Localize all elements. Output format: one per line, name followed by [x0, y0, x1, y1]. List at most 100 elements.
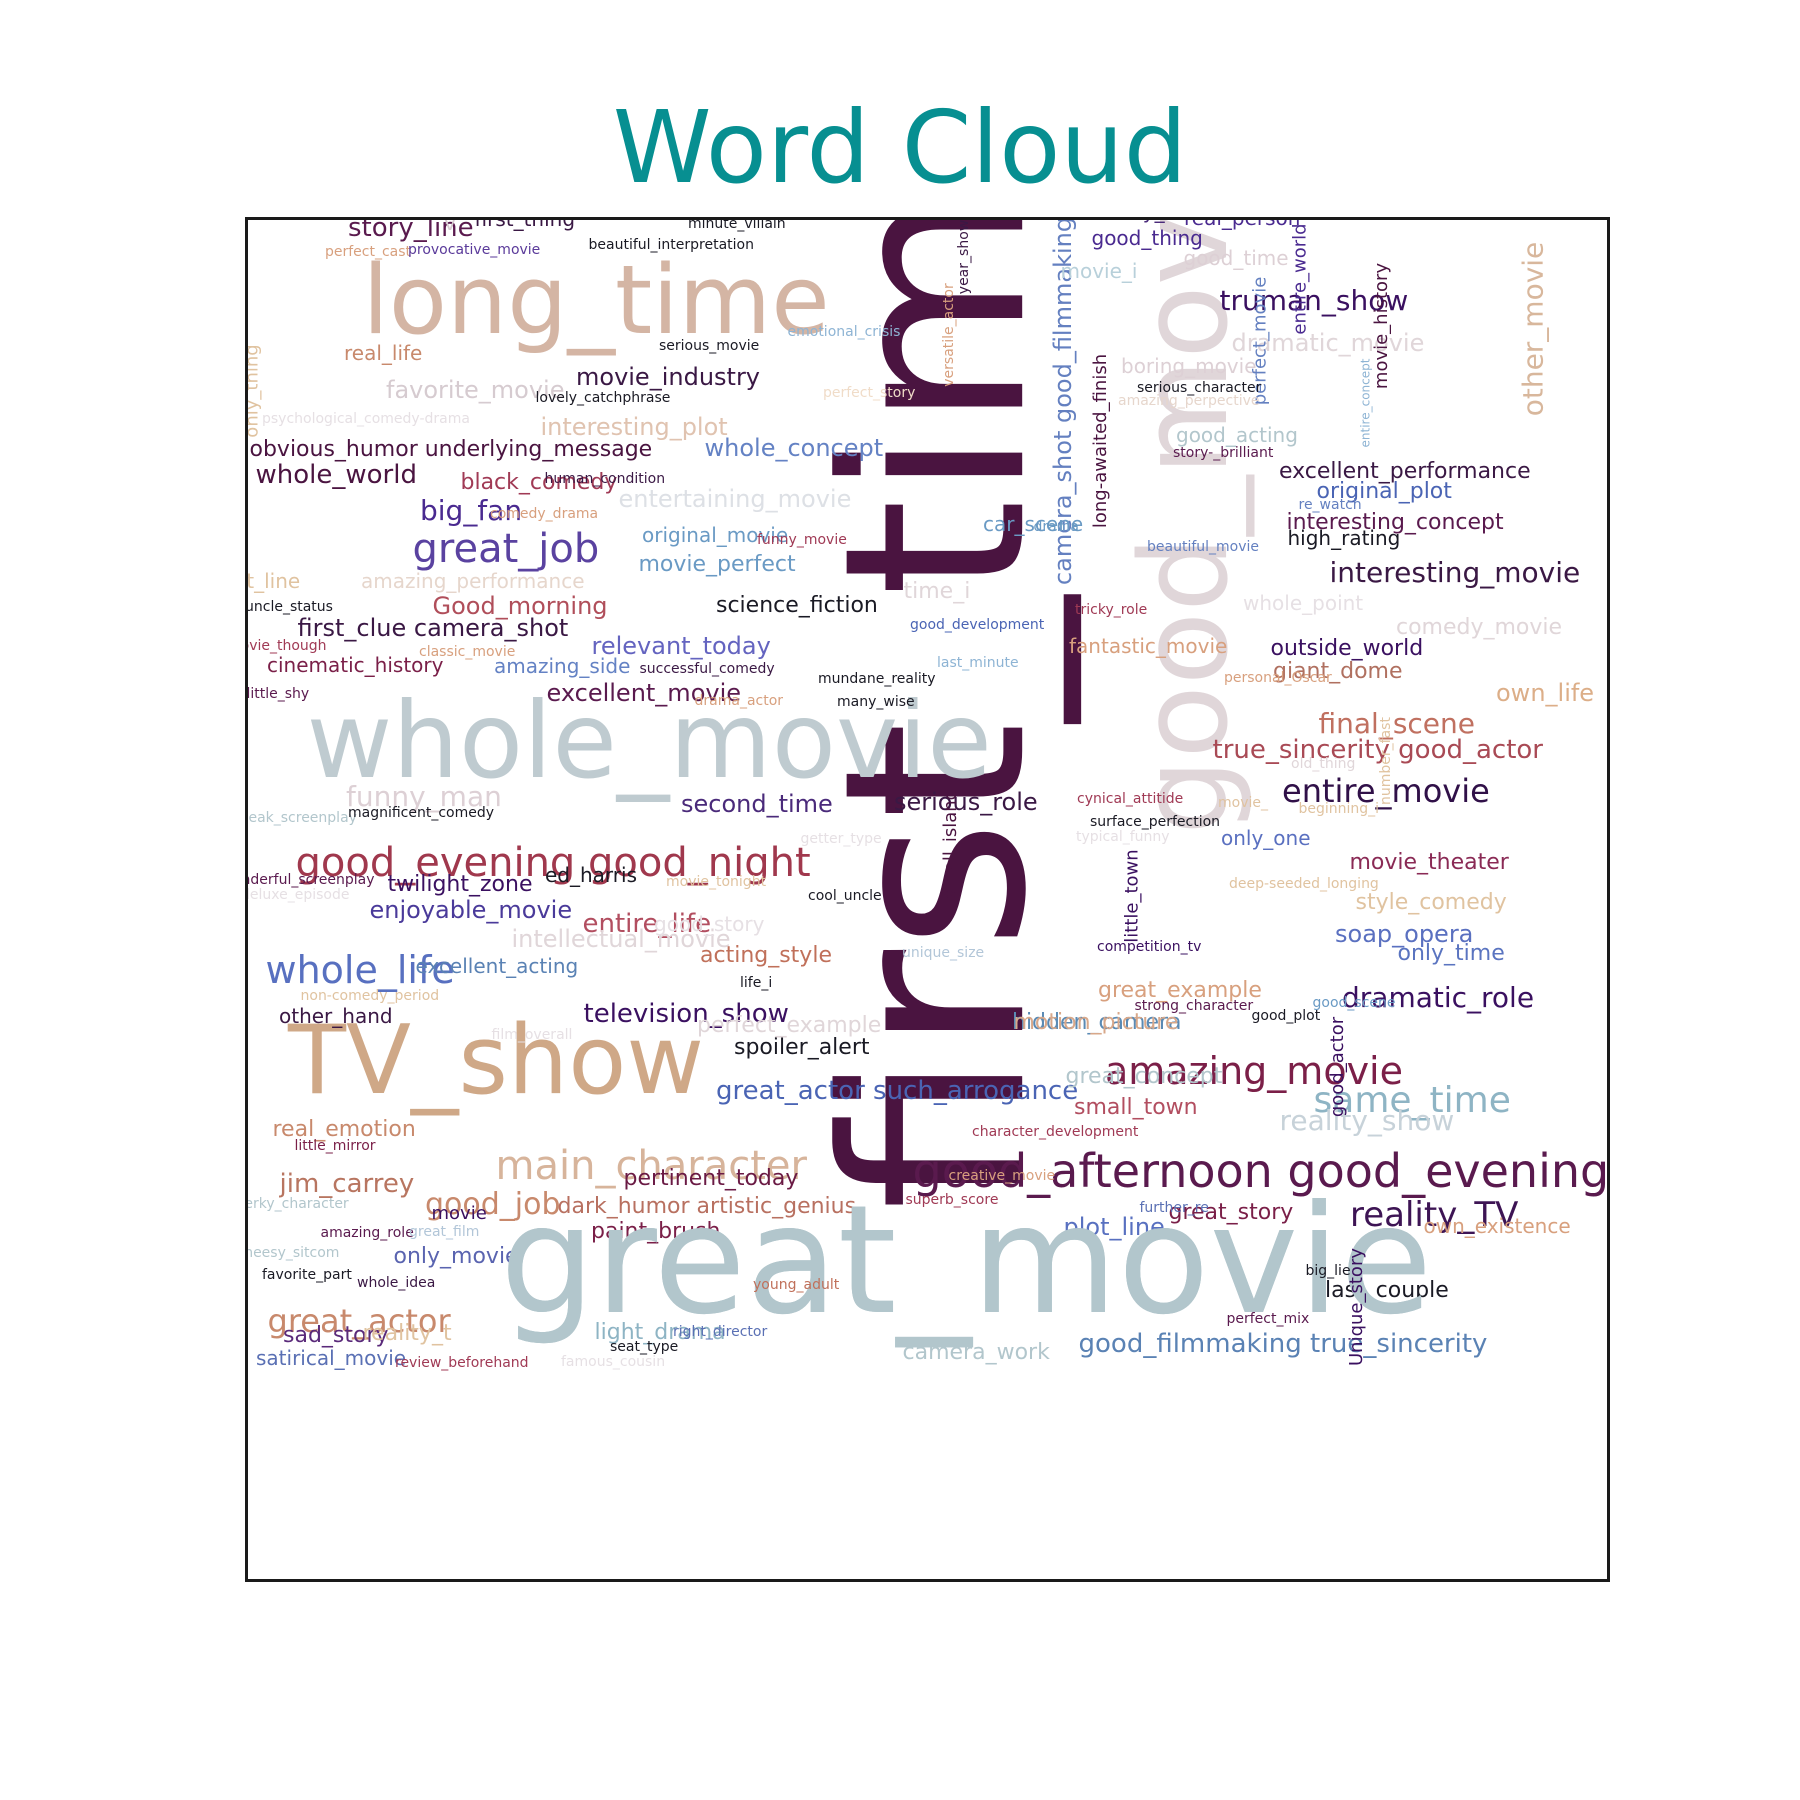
cloud-word: real_emotion: [272, 1117, 416, 1142]
cloud-word: cinematic_history: [267, 653, 444, 677]
cloud-word: funny_man: [346, 780, 502, 813]
cloud-word: second_time: [681, 790, 833, 818]
cloud-word: giant_dome: [1273, 659, 1403, 684]
cloud-word: reality_show: [1279, 1104, 1455, 1137]
cloud-word: sad_story: [283, 1323, 389, 1348]
cloud-word: real_life: [344, 341, 423, 365]
cloud-word: movie_history: [1371, 262, 1393, 390]
cloud-word: number_fast: [1377, 717, 1394, 805]
cloud-word: original_movie: [642, 523, 789, 547]
cloud-word: little_shy: [246, 686, 310, 702]
cloud-word: young_adult: [753, 1277, 840, 1293]
cloud-word: superb_score: [905, 1192, 999, 1208]
cloud-word: good_thing: [1091, 226, 1203, 250]
cloud-word: Good_morning: [432, 592, 608, 620]
cloud-word: good_afternoon good_evening: [912, 1144, 1610, 1198]
cloud-word: provocative_movie: [408, 242, 541, 258]
cloud-word: amazing_movie: [1105, 1049, 1403, 1093]
cloud-word: good_scene: [1312, 995, 1396, 1011]
cloud-word: old_thing: [1291, 756, 1356, 772]
cloud-word: twilight_zone: [387, 872, 533, 897]
cloud-word: last_minute: [937, 655, 1019, 671]
cloud-word: beautiful_interpretation: [588, 237, 754, 253]
cloud-word: big_lie: [1305, 1263, 1351, 1279]
cloud-word: perky_character: [245, 1196, 349, 1212]
cloud-word: movie_perfect: [638, 552, 796, 577]
cloud-word: entertaining_movie: [618, 485, 852, 513]
cloud-word: excellent_movie: [546, 679, 742, 707]
cloud-word: satirical_movie: [256, 1346, 407, 1370]
cloud-word: movie_: [1218, 795, 1268, 811]
cloud-word: beginning_i: [1298, 801, 1380, 817]
cloud-word: movie_industry: [576, 363, 761, 391]
cloud-word: successful_comedy: [639, 661, 775, 677]
cloud-word: great_movie: [500, 1174, 1433, 1348]
cloud-word: interesting_concept: [1286, 510, 1504, 535]
cloud-word: movie: [431, 1203, 487, 1224]
cloud-word: excellent_acting: [415, 954, 579, 978]
cloud-word: obvious_humor underlying_message: [249, 437, 653, 462]
cloud-word: enjoyable_movie: [369, 896, 573, 924]
cloud-word: long_time: [362, 245, 830, 356]
cloud-word: dark_humor artistic_genius: [557, 1194, 857, 1219]
cloud-word: only_one: [1221, 826, 1311, 850]
cloud-word: last_couple: [1325, 1278, 1449, 1303]
cloud-word: whole_world: [255, 460, 417, 490]
cloud-word: comedy_movie: [1396, 615, 1563, 640]
cloud-word: dramatic_movie: [1231, 329, 1425, 357]
cloud-word: favorite_part: [262, 1267, 352, 1283]
cloud-word: reality_television: [1092, 220, 1261, 221]
cloud-word: excellent_performance: [1279, 459, 1531, 484]
cloud-word: reality_TV: [1350, 1195, 1519, 1235]
cloud-word: black_comedy: [460, 470, 618, 495]
cloud-word: ed_harris: [545, 863, 638, 887]
cloud-word: spoiler_alert: [734, 1035, 870, 1060]
cloud-word: lovely_catchphrase: [535, 390, 671, 406]
cloud-word: good_acting: [1176, 423, 1298, 447]
cloud-word: perfect_example: [697, 1013, 882, 1038]
cloud-word: outside_world: [1270, 636, 1424, 661]
cloud-word: jim_carrey: [279, 1169, 415, 1199]
cloud-word: v: [444, 217, 456, 235]
cloud-word: amazing_performance: [361, 569, 585, 593]
cloud-word: great_job: [412, 526, 600, 572]
cloud-word: deluxe_episode: [245, 887, 350, 903]
cloud-word: serious_character: [1137, 380, 1262, 396]
cloud-word: movie_though: [248, 638, 327, 654]
cloud-word: little_mirror: [294, 1138, 376, 1154]
cloud-word: light_drama: [594, 1320, 726, 1345]
cloud-word: amazing_role: [320, 1225, 414, 1241]
cloud-word: amazing_side: [494, 654, 631, 678]
cloud-word: fantastic_movie: [1069, 634, 1228, 658]
cloud-word: truman_show: [1219, 284, 1409, 317]
cloud-word: entire_life: [582, 909, 712, 939]
cloud-word: main_character: [495, 1143, 807, 1189]
cloud-word: non-comedy_period: [300, 988, 440, 1004]
cloud-word: human_condition: [544, 471, 666, 487]
cloud-word: emotional_crisis: [787, 324, 901, 340]
cloud-word: comedy_drama: [490, 506, 599, 522]
cloud-word: reality_t: [362, 1321, 452, 1346]
cloud-word: further_re: [1139, 1200, 1209, 1216]
cloud-word: good_story: [654, 912, 765, 936]
cloud-word: TV_show: [288, 1005, 705, 1116]
cloud-word: re_watch: [1298, 497, 1362, 513]
cloud-word: story-_brilliant: [1173, 445, 1274, 461]
cloud-word: small_island: [940, 788, 962, 900]
cloud-word: uncle_status: [245, 599, 333, 615]
cloud-word: car_scene: [983, 512, 1084, 536]
cloud-word: science_fiction: [716, 593, 878, 618]
cloud-word: long-awaited_finish: [1090, 353, 1112, 529]
cloud-word: cheesy_sitcom: [245, 1245, 340, 1261]
cloud-word: own_life: [1496, 679, 1595, 707]
cloud-word: competition_tv: [1097, 939, 1202, 955]
cloud-word: cool_uncle: [808, 888, 882, 904]
cloud-word: movie_theater: [1349, 850, 1509, 875]
cloud-word: relevant_today: [591, 632, 771, 660]
cloud-word: real_person: [1184, 217, 1301, 230]
cloud-word: getter_type: [800, 831, 882, 847]
cloud-word: only_movie: [393, 1244, 519, 1269]
cloud-word: interesting_movie: [1329, 556, 1581, 589]
cloud-word: entire_movie: [1282, 772, 1490, 810]
cloud-word: movie_tonight: [666, 874, 767, 890]
